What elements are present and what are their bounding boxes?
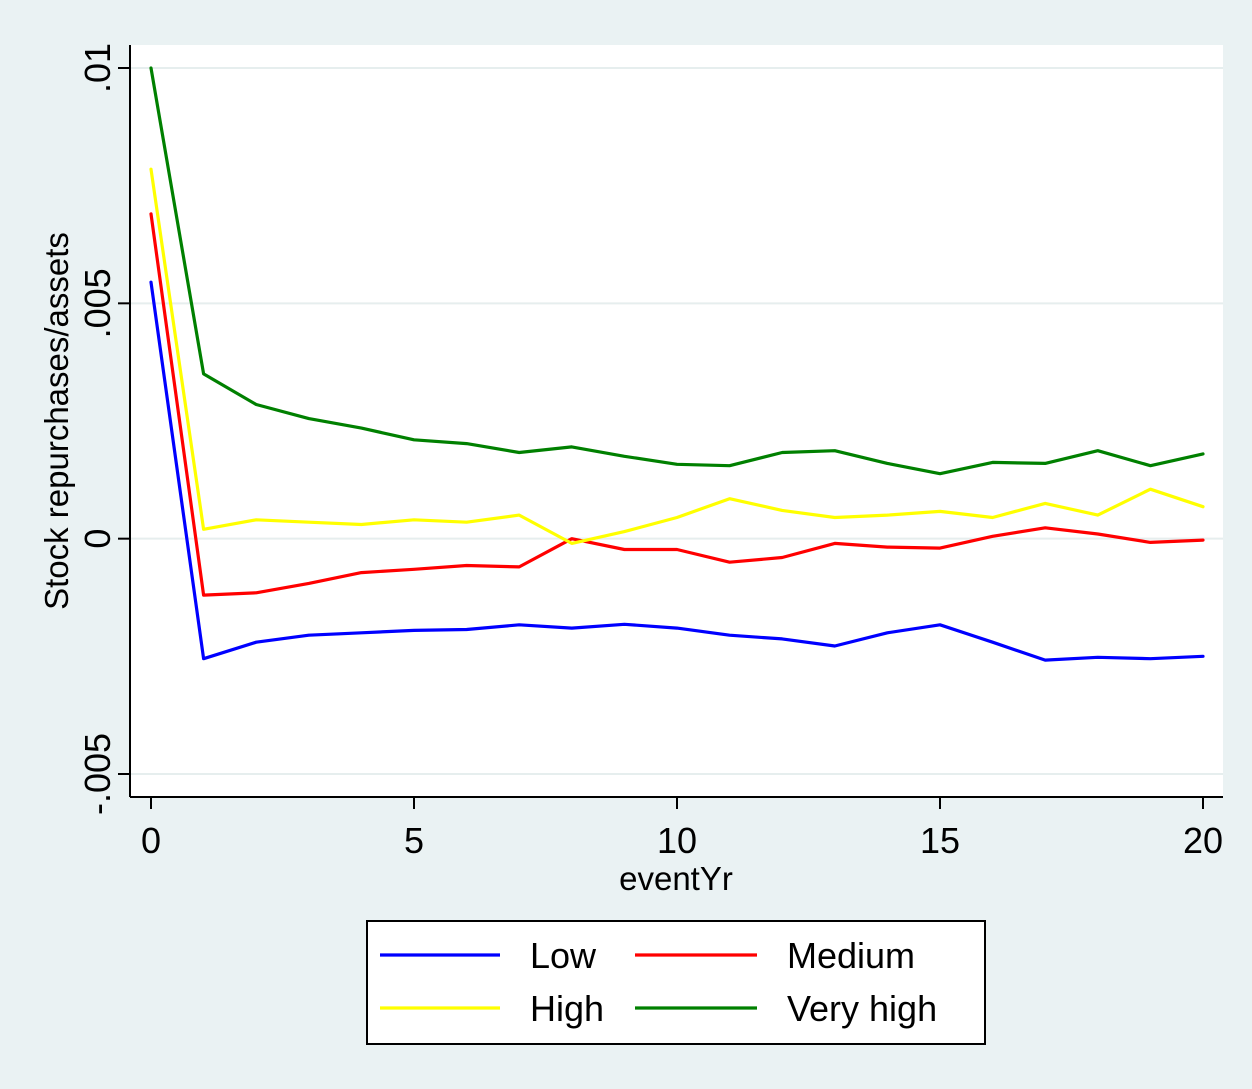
legend: Low Medium High Very high [366, 920, 986, 1045]
x-tick-label: 10 [657, 820, 697, 861]
axis-ticks: -.005 0 .005 .01 0 5 10 15 20 [77, 43, 1223, 861]
gridlines [130, 67, 1223, 775]
y-tick-label: .005 [77, 268, 118, 338]
y-tick-label: .01 [77, 43, 118, 93]
x-axis-title: eventYr [619, 860, 733, 897]
legend-label-low: Low [530, 935, 597, 976]
x-tick-label: 20 [1183, 820, 1223, 861]
x-tick-label: 0 [141, 820, 161, 861]
series-line-high [149, 167, 1205, 546]
legend-label-high: High [530, 988, 604, 1029]
legend-label-very-high: Very high [787, 988, 937, 1029]
legend-box [366, 920, 986, 1045]
y-axis-title: Stock repurchases/assets [38, 232, 75, 610]
series-line-medium [149, 212, 1205, 597]
series-line-very-high [149, 66, 1205, 476]
x-tick-label: 5 [404, 820, 424, 861]
series-line-low [149, 280, 1205, 662]
legend-entries: Low Medium High Very high [380, 935, 937, 1029]
plot-area [130, 45, 1223, 797]
y-tick-label: 0 [77, 529, 118, 549]
x-tick-label: 15 [920, 820, 960, 861]
y-tick-label: -.005 [77, 733, 118, 815]
series-lines [149, 66, 1205, 662]
legend-label-medium: Medium [787, 935, 915, 976]
